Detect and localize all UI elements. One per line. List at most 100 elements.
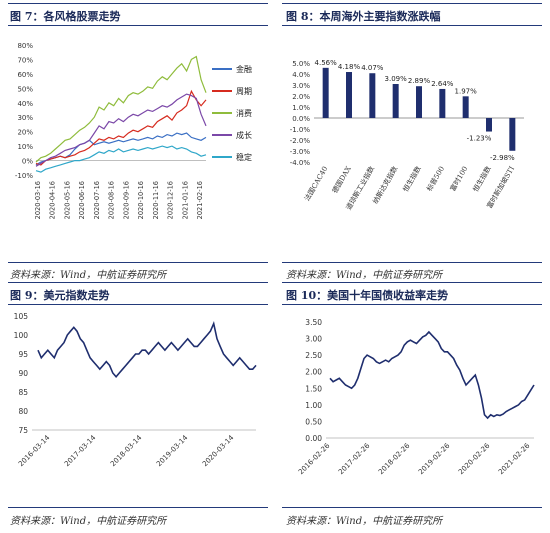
category-label: 恒生指数 <box>401 165 423 194</box>
y-tick-label: 80 <box>18 407 28 416</box>
y-tick-label: 50% <box>17 85 33 93</box>
y-tick-label: 5.0% <box>292 60 310 68</box>
x-tick-label: 2020-09-16 <box>122 181 130 219</box>
y-tick-label: 30% <box>17 114 33 122</box>
x-tick-label: 2018-03-14 <box>109 433 144 468</box>
data-label: 1.97% <box>455 87 478 95</box>
fig8-bottom-rule <box>282 262 542 263</box>
legend-label: 稳定 <box>236 152 252 162</box>
fig8-source: 资料来源：Wind，中航证券研究所 <box>286 270 443 281</box>
bar-7 <box>486 118 492 132</box>
fig9-source: 资料来源：Wind，中航证券研究所 <box>10 516 167 527</box>
y-tick-label: 100 <box>14 331 29 340</box>
fig7-title: 图 7：各风格股票走势 <box>10 10 121 23</box>
fig10-top-rule <box>282 282 542 283</box>
x-tick-label: 2020-07-16 <box>93 181 101 219</box>
fig9-title-rule <box>8 304 268 305</box>
x-tick-label: 2019-02-26 <box>417 441 452 476</box>
x-tick-label: 2021-02-16 <box>196 181 204 219</box>
x-tick-label: 2017-03-14 <box>63 433 98 468</box>
bar-3 <box>392 84 399 118</box>
bar-1 <box>346 72 352 118</box>
fig8-title: 图 8：本周海外主要指数涨跌幅 <box>286 10 441 23</box>
bar-0 <box>322 67 329 118</box>
data-label: 3.09% <box>385 75 408 83</box>
fig8-title-rule <box>282 25 542 26</box>
fig9-title: 图 9：美元指数走势 <box>10 289 110 302</box>
x-tick-label: 2019-03-14 <box>155 433 190 468</box>
data-label: -1.23% <box>467 135 492 143</box>
y-tick-label: 40% <box>17 100 33 108</box>
y-tick-label: 95 <box>18 350 28 359</box>
x-tick-label: 2020-02-26 <box>457 441 492 476</box>
y-tick-label: 70% <box>17 56 33 64</box>
legend-label: 金融 <box>236 64 252 74</box>
y-tick-label: 4.0% <box>292 71 310 79</box>
y-tick-label: 105 <box>14 312 29 321</box>
fig7-chart: 80% 70% 60% 50% 40% 30% 20% 10% 0% -10%2020-03-16… <box>15 42 252 219</box>
data-label: 4.07% <box>361 64 384 72</box>
x-tick-label: 2016-02-26 <box>297 441 332 476</box>
y-tick-label: -3.0% <box>290 148 311 156</box>
legend-label: 周期 <box>236 87 252 96</box>
series-line-0 <box>329 330 535 420</box>
y-tick-label: 0.0% <box>292 115 310 123</box>
y-tick-label: 2.0% <box>292 93 310 101</box>
series-line-0 <box>37 321 257 379</box>
series-line-2 <box>35 55 207 163</box>
y-tick-label: -2.0% <box>290 137 311 145</box>
x-tick-label: 2021-02-26 <box>497 441 532 476</box>
category-label: 恒生指数 <box>471 165 493 194</box>
x-tick-label: 2020-03-14 <box>201 433 236 468</box>
fig10-chart: 3.50 3.00 2.50 2.00 1.50 1.00 0.50 0.002016-02-… <box>297 318 535 476</box>
y-tick-label: 0.00 <box>305 434 322 443</box>
y-tick-label: 3.00 <box>305 335 322 344</box>
series-line-4 <box>35 145 207 173</box>
y-tick-label: 3.50 <box>305 318 322 327</box>
legend-label: 消费 <box>236 108 252 118</box>
y-tick-label: 1.0% <box>292 104 310 112</box>
category-label: 德国DAX <box>330 164 353 194</box>
series-line-0 <box>35 132 207 166</box>
data-label: 2.89% <box>408 77 431 85</box>
fig8-chart: 5.0% 4.0% 3.0% 2.0% 1.0% 0.0% -1.0% -2.0% -3.0% -… <box>290 59 524 211</box>
y-tick-label: -1.0% <box>290 126 311 134</box>
top-rule-left <box>8 3 268 4</box>
y-tick-label: 90 <box>18 369 28 378</box>
y-tick-label: -10% <box>15 172 33 180</box>
fig9-bottom-rule <box>8 507 268 508</box>
x-tick-label: 2020-10-16 <box>137 181 145 219</box>
fig10-title-rule <box>282 304 542 305</box>
category-label: 富时100 <box>448 165 469 193</box>
fig7-bottom-rule <box>8 262 268 263</box>
x-tick-label: 2018-02-26 <box>377 441 412 476</box>
category-label: 法国CAC40 <box>302 165 329 203</box>
x-tick-label: 2021-01-16 <box>181 181 189 219</box>
x-tick-label: 2016-03-14 <box>17 433 52 468</box>
x-tick-label: 2020-08-16 <box>108 181 116 219</box>
series-line-1 <box>35 89 207 166</box>
y-tick-label: 0.50 <box>305 417 322 426</box>
bar-2 <box>369 73 376 118</box>
data-label: 4.56% <box>315 59 338 67</box>
x-tick-label: 2020-05-16 <box>63 181 71 219</box>
y-tick-label: 0% <box>22 158 33 166</box>
x-tick-label: 2017-02-26 <box>337 441 372 476</box>
y-tick-label: 80% <box>17 42 33 50</box>
category-label: 标普500 <box>425 165 446 193</box>
bar-8 <box>509 118 516 151</box>
x-tick-label: 2020-12-16 <box>167 181 175 219</box>
fig10-bottom-rule <box>282 507 542 508</box>
fig10-source: 资料来源：Wind，中航证券研究所 <box>286 516 443 527</box>
y-tick-label: 75 <box>18 426 28 435</box>
x-tick-label: 2020-04-16 <box>49 181 57 219</box>
bar-4 <box>416 86 422 118</box>
bar-5 <box>439 88 446 118</box>
top-rule-right <box>282 3 542 4</box>
data-label: -2.98% <box>490 154 515 162</box>
y-tick-label: 2.00 <box>305 368 322 377</box>
bar-6 <box>462 96 469 118</box>
data-label: 4.18% <box>338 63 361 71</box>
fig7-source: 资料来源：Wind，中航证券研究所 <box>10 270 167 281</box>
